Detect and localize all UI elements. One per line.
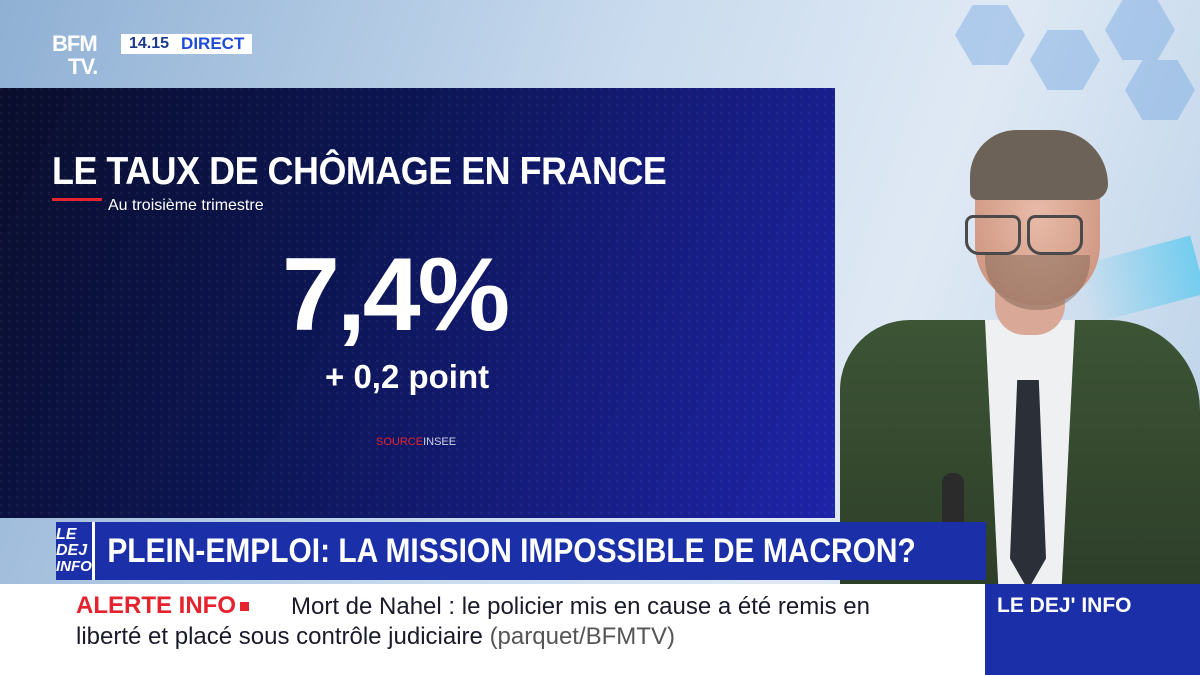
- time-live-bar: 14.15 DIRECT: [121, 34, 253, 54]
- program-name: LE DEJ' INFO: [997, 594, 1132, 617]
- program-name-box: LE DEJ' INFO: [985, 584, 1200, 675]
- source-label: SOURCE: [376, 436, 424, 448]
- microphone: [942, 473, 964, 533]
- logo-line1: BFM: [52, 31, 98, 56]
- unemployment-rate-value: 7,4%: [282, 237, 510, 353]
- ticker-source: (parquet/BFMTV): [489, 623, 675, 650]
- glasses: [965, 215, 1095, 255]
- glasses-lens: [1027, 215, 1083, 255]
- live-badge: DIRECT: [177, 34, 253, 54]
- ticker-line2-text: liberté et placé sous contrôle judiciair…: [76, 623, 483, 650]
- news-ticker: ALERTE INFO Mort de Nahel : le policier …: [0, 584, 985, 675]
- rate-change: + 0,2 point: [325, 358, 490, 395]
- show-logo: LE DEJ INFO: [56, 522, 95, 580]
- alert-dot-icon: [240, 602, 249, 612]
- presenter: [835, 95, 1200, 585]
- title-accent-rule: [52, 198, 102, 201]
- background-hexagon: [1105, 0, 1175, 60]
- alert-label: ALERTE INFO: [76, 592, 249, 620]
- alert-label-text: ALERTE INFO: [76, 592, 236, 619]
- show-logo-line2: INFO: [56, 558, 92, 575]
- presenter-hair: [970, 130, 1108, 200]
- headline-text: PLEIN-EMPLOI: LA MISSION IMPOSSIBLE DE M…: [107, 531, 916, 570]
- glasses-lens: [965, 215, 1021, 255]
- logo-line2: TV.: [68, 54, 98, 79]
- info-graphic-panel: LE TAUX DE CHÔMAGE EN FRANCE Au troisièm…: [0, 88, 835, 518]
- bfmtv-logo: BFM TV.: [52, 32, 118, 84]
- source-name: INSEE: [423, 436, 457, 448]
- graphic-title: LE TAUX DE CHÔMAGE EN FRANCE: [52, 150, 667, 193]
- clock: 14.15: [121, 35, 178, 53]
- presenter-tie: [1010, 380, 1046, 585]
- background-hexagon: [1030, 30, 1100, 90]
- headline-banner: LE DEJ INFO PLEIN-EMPLOI: LA MISSION IMP…: [56, 522, 986, 580]
- graphic-subtitle: Au troisième trimestre: [108, 197, 264, 214]
- show-logo-line1: LE DEJ: [56, 526, 88, 559]
- background-hexagon: [955, 5, 1025, 65]
- ticker-line1: Mort de Nahel : le policier mis en cause…: [291, 593, 870, 620]
- ticker-line2: liberté et placé sous contrôle judiciair…: [76, 623, 675, 651]
- source-credit: SOURCEINSEE: [376, 436, 456, 448]
